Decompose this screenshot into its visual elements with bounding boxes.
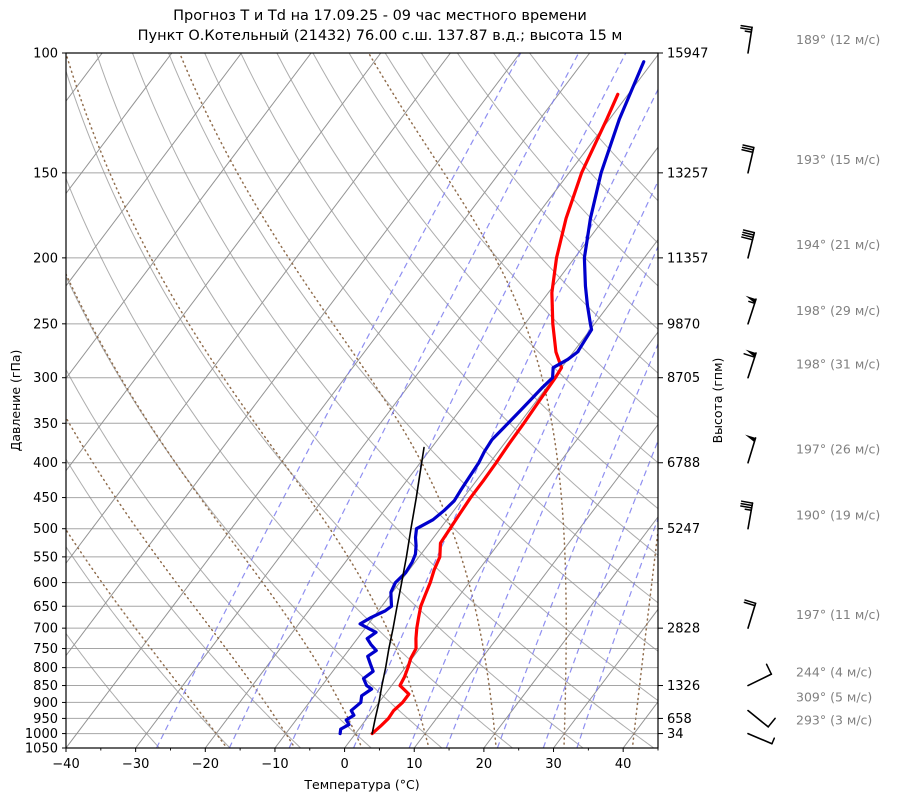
wind-label: 309° (5 м/с) [796, 690, 872, 705]
svg-text:350: 350 [33, 417, 58, 432]
svg-text:5247: 5247 [667, 522, 700, 537]
svg-text:Высота (гпм): Высота (гпм) [710, 358, 725, 444]
svg-text:8705: 8705 [667, 371, 700, 386]
svg-text:1326: 1326 [667, 679, 700, 694]
wind-label: 197° (11 м/с) [796, 607, 880, 622]
wind-barb [743, 599, 757, 629]
svg-text:300: 300 [33, 371, 58, 386]
svg-text:550: 550 [33, 550, 58, 565]
svg-text:650: 650 [33, 600, 58, 615]
svg-text:Давление (гПа): Давление (гПа) [8, 350, 23, 452]
wind-label: 190° (19 м/с) [796, 508, 880, 523]
svg-text:Температура (°C): Температура (°C) [303, 777, 419, 792]
wind-label: 198° (29 м/с) [796, 303, 880, 318]
wind-label: 198° (31 м/с) [796, 357, 880, 372]
svg-text:20: 20 [476, 757, 493, 772]
wind-barb [741, 229, 756, 259]
svg-text:500: 500 [33, 522, 58, 537]
svg-text:658: 658 [667, 712, 692, 727]
wind-label: 244° (4 м/с) [796, 665, 872, 680]
svg-text:850: 850 [33, 679, 58, 694]
svg-text:1000: 1000 [25, 727, 58, 742]
wind-label: 193° (15 м/с) [796, 152, 880, 167]
svg-text:9870: 9870 [667, 317, 700, 332]
svg-text:34: 34 [667, 727, 684, 742]
svg-text:2828: 2828 [667, 622, 700, 637]
chart-title-line2: Пункт О.Котельный (21432) 76.00 с.ш. 137… [137, 28, 623, 44]
svg-text:0: 0 [340, 757, 348, 772]
svg-text:1050: 1050 [25, 742, 58, 757]
wind-label: 293° (3 м/с) [796, 713, 872, 728]
wind-barb [741, 144, 755, 174]
svg-text:−30: −30 [122, 757, 149, 772]
wind-label: 197° (26 м/с) [796, 442, 880, 457]
svg-text:−40: −40 [52, 757, 79, 772]
wind-label: 194° (21 м/с) [796, 237, 880, 252]
wind-barb [747, 663, 773, 687]
chart-title-line1: Прогноз T и Td на 17.09.25 - 09 час мест… [173, 8, 587, 24]
svg-text:13257: 13257 [667, 166, 708, 181]
svg-text:800: 800 [33, 661, 58, 676]
svg-text:100: 100 [33, 47, 58, 62]
wind-barb [740, 24, 753, 54]
svg-text:900: 900 [33, 696, 58, 711]
svg-text:−20: −20 [192, 757, 219, 772]
svg-text:400: 400 [33, 456, 58, 471]
wind-barb [745, 295, 757, 325]
svg-text:−10: −10 [261, 757, 288, 772]
svg-text:15947: 15947 [667, 47, 708, 62]
svg-text:750: 750 [33, 642, 58, 657]
svg-text:10: 10 [406, 757, 423, 772]
wind-label: 189° (12 м/с) [796, 32, 880, 47]
svg-text:200: 200 [33, 251, 58, 266]
svg-text:600: 600 [33, 576, 58, 591]
wind-barb [747, 732, 776, 745]
svg-text:450: 450 [33, 491, 58, 506]
wind-barb [745, 434, 757, 464]
svg-text:30: 30 [545, 757, 562, 772]
wind-barb [740, 500, 754, 530]
svg-text:950: 950 [33, 712, 58, 727]
svg-text:150: 150 [33, 166, 58, 181]
svg-text:40: 40 [615, 757, 632, 772]
svg-text:6788: 6788 [667, 456, 700, 471]
svg-text:250: 250 [33, 317, 58, 332]
svg-text:11357: 11357 [667, 251, 708, 266]
wind-barb [747, 709, 776, 728]
wind-barb [743, 349, 757, 379]
svg-text:700: 700 [33, 622, 58, 637]
